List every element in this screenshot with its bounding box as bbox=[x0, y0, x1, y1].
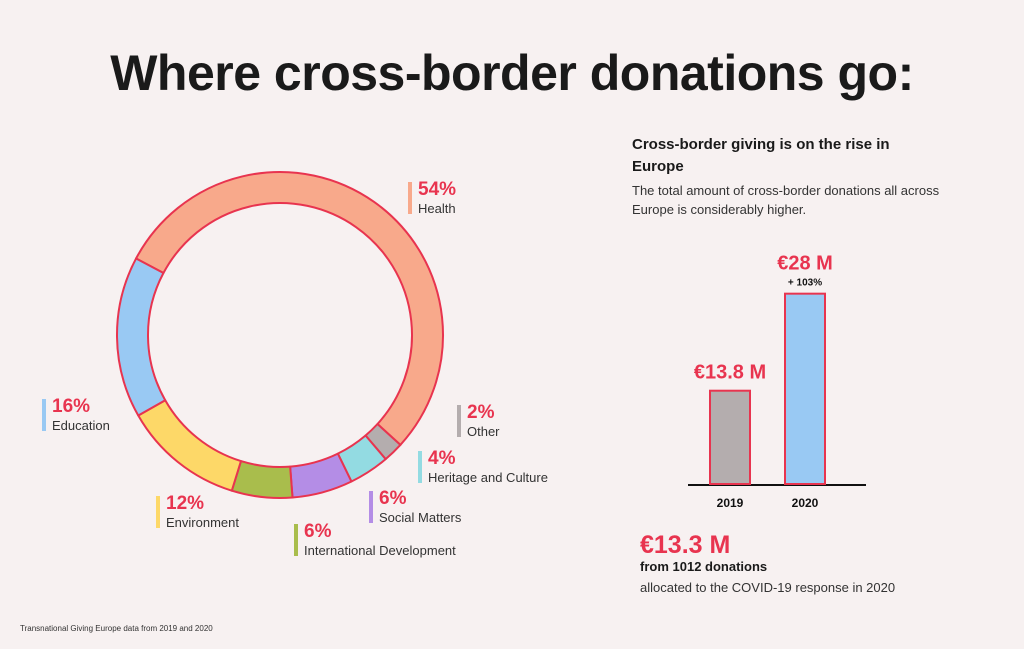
bar-value-label-2020: €28 M bbox=[777, 253, 833, 275]
education-percent: 16% bbox=[52, 396, 91, 417]
label-social-matters: 6% Social Matters bbox=[369, 489, 461, 526]
bar-value-label-2019: €13.8 M bbox=[694, 362, 766, 384]
intl-dev-percent: 6% bbox=[304, 521, 332, 542]
donut-slice-education bbox=[116, 257, 167, 417]
bar-tick-label-2019: 2019 bbox=[717, 496, 744, 510]
bar-growth-annotation: + 103% bbox=[788, 278, 822, 289]
social-percent: 6% bbox=[379, 488, 407, 509]
other-percent: 2% bbox=[467, 402, 495, 423]
donut-slice-environment bbox=[137, 399, 242, 492]
health-name: Health bbox=[418, 201, 456, 216]
social-name: Social Matters bbox=[379, 510, 462, 525]
other-name: Other bbox=[467, 424, 500, 439]
environment-marker bbox=[156, 496, 160, 528]
label-heritage-and-culture: 4% Heritage and Culture bbox=[418, 449, 548, 486]
environment-percent: 12% bbox=[166, 493, 205, 514]
intl-dev-marker bbox=[294, 524, 298, 556]
bar-tick-label-2020: 2020 bbox=[792, 496, 819, 510]
heritage-percent: 4% bbox=[428, 448, 456, 469]
education-name: Education bbox=[52, 418, 110, 433]
donut-slice-international-development bbox=[230, 460, 294, 499]
health-marker bbox=[408, 182, 412, 214]
yearly-total-bar-chart: €13.8 M 2019 €28 M + 103% 2020 bbox=[688, 253, 866, 510]
label-other: 2% Other bbox=[457, 403, 500, 440]
education-marker bbox=[42, 399, 46, 431]
health-percent: 54% bbox=[418, 179, 457, 200]
donut-slice-health bbox=[135, 171, 444, 446]
heritage-name: Heritage and Culture bbox=[428, 470, 548, 485]
bar-2019 bbox=[709, 389, 751, 485]
covid-donation-count: from 1012 donations bbox=[640, 559, 768, 574]
page-title: Where cross-border donations go: bbox=[110, 45, 914, 101]
environment-name: Environment bbox=[166, 515, 239, 530]
bar-2020 bbox=[784, 292, 826, 485]
covid-amount: €13.3 M bbox=[640, 531, 731, 559]
other-marker bbox=[457, 405, 461, 437]
label-education: 16% Education bbox=[42, 397, 110, 434]
social-marker bbox=[369, 491, 373, 523]
intl-dev-name: International Development bbox=[304, 543, 456, 558]
label-environment: 12% Environment bbox=[156, 494, 239, 531]
bar-chart-subtitle: The total amount of cross-border donatio… bbox=[632, 183, 940, 217]
heritage-marker bbox=[418, 451, 422, 483]
source-note: Transnational Giving Europe data from 20… bbox=[20, 624, 213, 633]
label-health: 54% Health bbox=[408, 180, 456, 217]
bar-chart-title: Cross-border giving is on the rise in Eu… bbox=[632, 136, 890, 175]
label-international-development: 6% International Development bbox=[294, 522, 456, 559]
covid-description: allocated to the COVID-19 response in 20… bbox=[640, 580, 896, 595]
